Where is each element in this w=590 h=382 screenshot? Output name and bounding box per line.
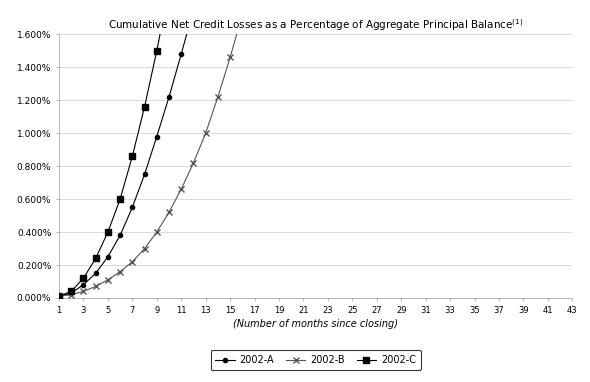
2002-B — [239, 12, 246, 17]
2002-B — [202, 131, 209, 136]
2002-C — [129, 154, 136, 159]
2002-C — [68, 289, 75, 294]
2002-C — [141, 105, 148, 109]
2002-B — [227, 55, 234, 60]
2002-C — [80, 276, 87, 280]
2002-A — [92, 271, 99, 275]
Title: Cumulative Net Credit Losses as a Percentage of Aggregate Principal Balance$^{(1: Cumulative Net Credit Losses as a Percen… — [108, 17, 523, 33]
2002-C — [153, 49, 160, 53]
Line: 2002-B: 2002-B — [56, 0, 575, 299]
2002-A — [104, 254, 112, 259]
2002-B — [80, 289, 87, 294]
2002-A — [80, 283, 87, 287]
2002-A — [129, 205, 136, 210]
2002-A — [55, 294, 63, 299]
2002-A — [165, 95, 172, 99]
2002-B — [129, 259, 136, 264]
2002-A — [117, 233, 124, 238]
2002-C — [92, 256, 99, 261]
X-axis label: (Number of months since closing): (Number of months since closing) — [233, 319, 398, 329]
2002-C — [55, 294, 63, 299]
2002-A — [68, 291, 75, 295]
2002-B — [165, 210, 172, 215]
2002-B — [178, 187, 185, 191]
Line: 2002-A: 2002-A — [57, 0, 575, 298]
2002-C — [117, 197, 124, 201]
Legend: 2002-A, 2002-B, 2002-C: 2002-A, 2002-B, 2002-C — [211, 350, 421, 370]
2002-B — [92, 284, 99, 289]
2002-B — [104, 278, 112, 282]
2002-A — [141, 172, 148, 177]
2002-A — [190, 7, 197, 12]
2002-B — [117, 269, 124, 274]
Line: 2002-C: 2002-C — [56, 0, 575, 299]
2002-B — [190, 160, 197, 165]
2002-B — [153, 230, 160, 234]
2002-A — [153, 134, 160, 139]
2002-B — [68, 292, 75, 297]
2002-B — [214, 95, 221, 99]
2002-A — [178, 52, 185, 57]
2002-B — [55, 294, 63, 299]
2002-C — [104, 230, 112, 234]
2002-B — [141, 246, 148, 251]
